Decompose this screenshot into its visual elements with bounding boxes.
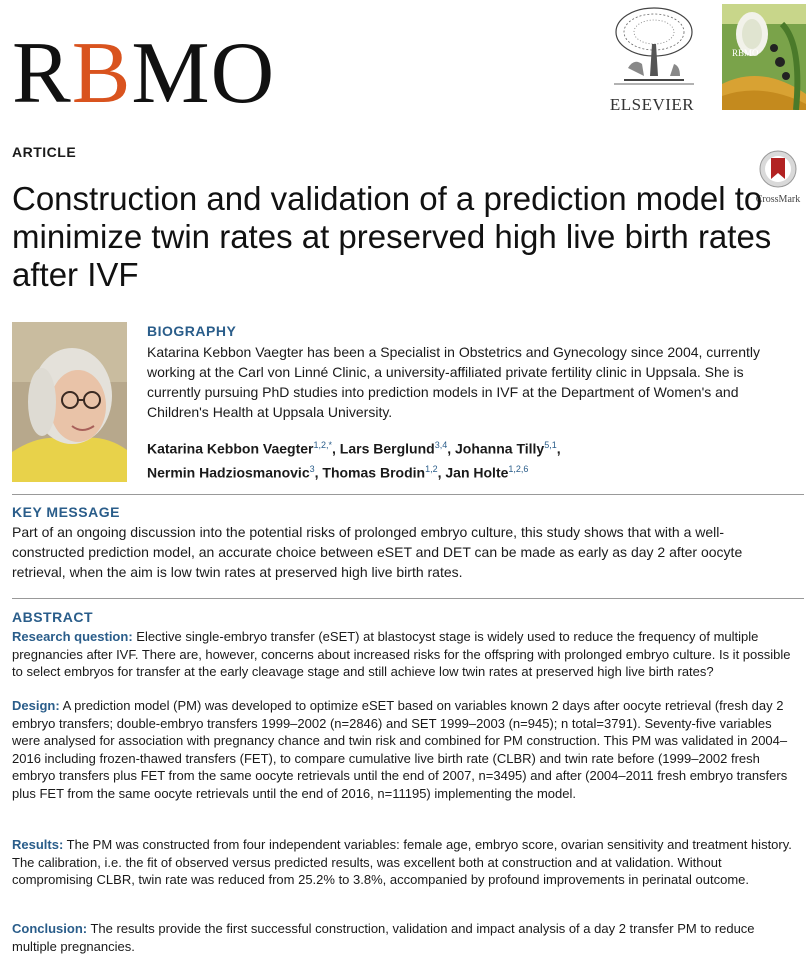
- author-photo: [12, 322, 127, 482]
- logo-letter-b: B: [71, 25, 132, 122]
- journal-logo: RBMO: [12, 30, 275, 118]
- author-affiliation[interactable]: 3,4: [434, 440, 448, 450]
- crossmark-icon: [759, 150, 797, 188]
- publisher-name: ELSEVIER: [609, 95, 695, 114]
- design-paragraph: Design: A prediction model (PM) was deve…: [12, 697, 798, 802]
- elsevier-logo[interactable]: ELSEVIER: [600, 4, 704, 114]
- design-text: A prediction model (PM) was developed to…: [12, 698, 788, 801]
- author-list: Katarina Kebbon Vaegter1,2,*, Lars Bergl…: [147, 435, 797, 482]
- conclusion-label: Conclusion:: [12, 921, 88, 936]
- journal-cover-image[interactable]: RBMO: [722, 4, 806, 110]
- author-affiliation[interactable]: 5,1: [544, 440, 557, 450]
- author-separator: ,: [314, 464, 323, 481]
- article-title: Construction and validation of a predict…: [12, 180, 772, 293]
- research-question-paragraph: Research question: Elective single-embry…: [12, 628, 798, 681]
- author-separator: ,: [437, 464, 446, 481]
- divider: [12, 598, 804, 599]
- crossmark-badge[interactable]: CrossMark: [748, 150, 808, 206]
- author-portrait-icon: [12, 322, 127, 482]
- article-type: ARTICLE: [12, 144, 77, 160]
- author-name[interactable]: Thomas Brodin: [322, 464, 426, 481]
- author-name[interactable]: Jan Holte: [445, 464, 509, 481]
- author-affiliation[interactable]: 1,2: [425, 463, 438, 474]
- conclusion-text: The results provide the first successful…: [12, 921, 755, 954]
- author-affiliation[interactable]: 3: [309, 463, 315, 474]
- design-label: Design:: [12, 698, 60, 713]
- cover-art-icon: [722, 4, 806, 110]
- conclusion-paragraph: Conclusion: The results provide the firs…: [12, 920, 798, 955]
- logo-letters-mo: MO: [131, 25, 276, 122]
- divider: [12, 494, 804, 495]
- logo-letter-r: R: [12, 25, 72, 122]
- author-name[interactable]: Nermin Hadziosmanovic: [147, 464, 310, 481]
- cover-title: RBMO: [732, 48, 759, 58]
- key-message-heading: KEY MESSAGE: [12, 504, 120, 520]
- biography-text: Katarina Kebbon Vaegter has been a Speci…: [147, 344, 760, 420]
- abstract-heading: ABSTRACT: [12, 609, 93, 625]
- author-affiliation[interactable]: 1,2,6: [508, 463, 529, 474]
- elsevier-tree-icon: [604, 4, 700, 88]
- author-affiliation[interactable]: 1,2,*: [313, 440, 333, 450]
- author-separator: ,: [332, 440, 340, 457]
- author-name[interactable]: Johanna Tilly: [455, 440, 545, 457]
- author-name[interactable]: Katarina Kebbon Vaegter: [147, 440, 314, 457]
- key-message-text: Part of an ongoing discussion into the p…: [12, 524, 743, 580]
- results-text: The PM was constructed from four indepen…: [12, 837, 792, 887]
- research-question-label: Research question:: [12, 629, 133, 644]
- results-label: Results:: [12, 837, 64, 852]
- author-separator: ,: [447, 440, 455, 457]
- research-question-text: Elective single-embryo transfer (eSET) a…: [12, 629, 791, 679]
- author-separator: ,: [556, 440, 561, 457]
- results-paragraph: Results: The PM was constructed from fou…: [12, 836, 798, 889]
- biography-heading: BIOGRAPHY: [147, 323, 237, 339]
- crossmark-label: CrossMark: [755, 194, 801, 205]
- author-name[interactable]: Lars Berglund: [339, 440, 435, 457]
